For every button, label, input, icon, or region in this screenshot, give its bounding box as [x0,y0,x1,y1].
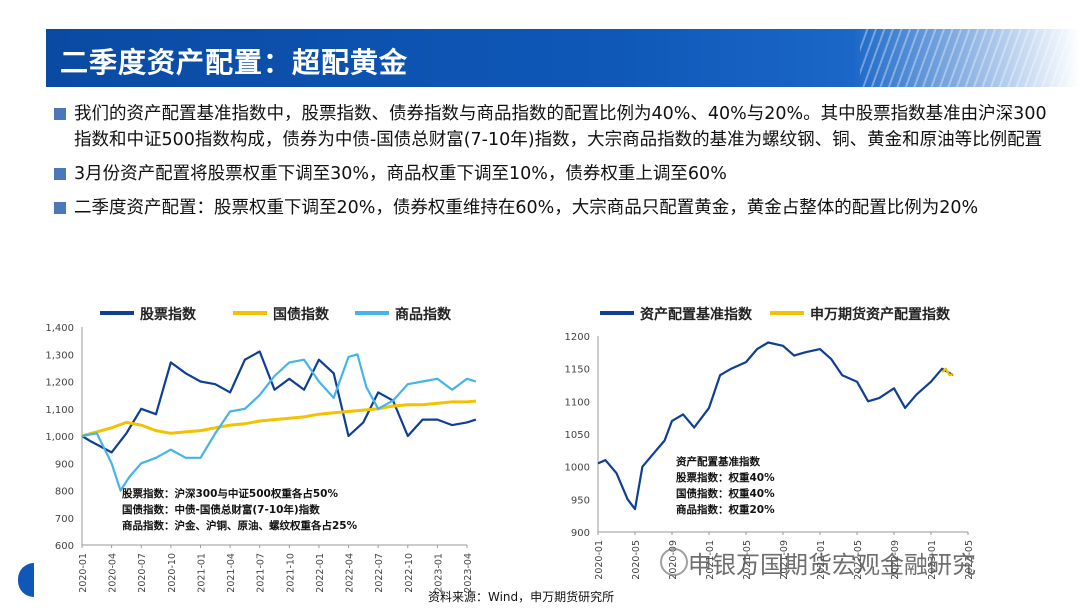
x-tick-label: 2020-01 [78,553,89,593]
x-tick-label: 2022-04 [345,553,356,593]
logo-corner [18,563,34,597]
x-tick-label: 2022-05 [853,540,864,580]
x-tick-label: 2021-01 [196,553,207,593]
x-tick-label: 2023-05 [964,540,975,580]
x-tick-label: 2022-07 [374,553,385,593]
y-tick-label: 950 [571,495,590,506]
x-tick-label: 2023-01 [433,553,444,593]
y-tick-label: 1,300 [45,350,74,361]
x-tick-label: 2021-01 [705,540,716,580]
y-tick-label: 600 [55,541,74,552]
legend-label: 申万期货资产配置指数 [810,306,951,323]
x-tick-label: 2020-04 [108,553,119,593]
x-tick-label: 2022-09 [890,540,901,580]
chart-annotation: 商品指数：权重20% [676,503,775,516]
bullet-item: 我们的资产配置基准指数中，股票指数、债券指数与商品指数的配置比例为40%、40%… [52,101,1052,153]
chart-annotation: 股票指数：沪深300与中证500权重各占50% [122,487,338,500]
y-tick-label: 900 [571,528,590,539]
series-line [81,399,477,438]
bullet-item: 二季度资产配置：股票权重下调至20%，债券权重维持在60%，大宗商品只配置黄金，… [52,195,1052,221]
x-tick-label: 2022-01 [315,553,326,593]
legend-label: 国债指数 [273,306,330,323]
bullet-text: 3月份资产配置将股票权重下调至30%，商品权重下调至10%，债券权重上调至60% [74,164,727,184]
title-bar [46,29,1080,87]
y-tick-label: 1000 [565,463,590,474]
x-tick-label: 2022-10 [404,553,415,593]
x-tick-label: 2023-01 [927,540,938,580]
series-line [81,350,477,454]
bullet-list: 我们的资产配置基准指数中，股票指数、债券指数与商品指数的配置比例为40%、40%… [52,101,1052,229]
y-tick-label: 700 [55,514,74,525]
source-note: 资料来源：Wind，申万期货研究所 [428,590,615,604]
series-line [597,341,954,511]
chart-annotation: 股票指数：权重40% [676,471,775,484]
x-tick-label: 2021-05 [742,540,753,580]
chart-annotation: 国债指数：权重40% [676,487,775,500]
bullet-text: 我们的资产配置基准指数中，股票指数、债券指数与商品指数的配置比例为40%、40%… [74,104,1047,150]
legend-label: 股票指数 [140,306,197,323]
page-title: 二季度资产配置：超配黄金 [60,46,409,79]
x-tick-label: 2021-04 [226,553,237,593]
x-tick-label: 2021-07 [256,553,267,593]
x-tick-label: 2021-10 [285,553,296,593]
x-tick-label: 2020-07 [137,553,148,593]
y-tick-label: 1150 [565,365,590,376]
watermark-text: 申银万国期货宏观金融研究 [688,551,976,579]
chart-annotation: 国债指数：中债-国债总财富(7-10年)指数 [122,503,320,516]
y-tick-label: 1,000 [45,432,74,443]
y-tick-label: 1050 [565,430,590,441]
series-line [81,353,477,492]
y-tick-label: 1,400 [45,323,74,334]
series-line [941,367,954,377]
y-tick-label: 1,100 [45,405,74,416]
chart-annotation: 资产配置基准指数 [676,455,760,468]
x-tick-label: 2020-10 [167,553,178,593]
y-tick-label: 1100 [565,397,590,408]
bullet-text: 二季度资产配置：股票权重下调至20%，债券权重维持在60%，大宗商品只配置黄金，… [74,198,979,218]
x-tick-label: 2023-04 [463,553,474,593]
chart-annotation: 商品指数：沪金、沪铜、原油、螺纹权重各占25% [122,519,358,532]
bullet-item: 3月份资产配置将股票权重下调至30%，商品权重下调至10%，债券权重上调至60% [52,161,1052,187]
y-tick-label: 900 [55,459,74,470]
legend-label: 资产配置基准指数 [640,306,753,323]
y-tick-label: 1200 [565,332,590,343]
bullet-square-icon [54,202,66,214]
bullet-square-icon [54,108,66,120]
bullet-square-icon [54,168,66,180]
legend-label: 商品指数 [395,306,452,323]
y-tick-label: 1,200 [45,378,74,389]
title-bar-decoration [860,29,1080,87]
wechat-icon [660,548,688,576]
x-tick-label: 2020-01 [594,540,605,580]
x-tick-label: 2020-05 [631,540,642,580]
y-tick-label: 800 [55,487,74,498]
x-tick-label: 2022-01 [816,540,827,580]
x-tick-label: 2021-09 [779,540,790,580]
